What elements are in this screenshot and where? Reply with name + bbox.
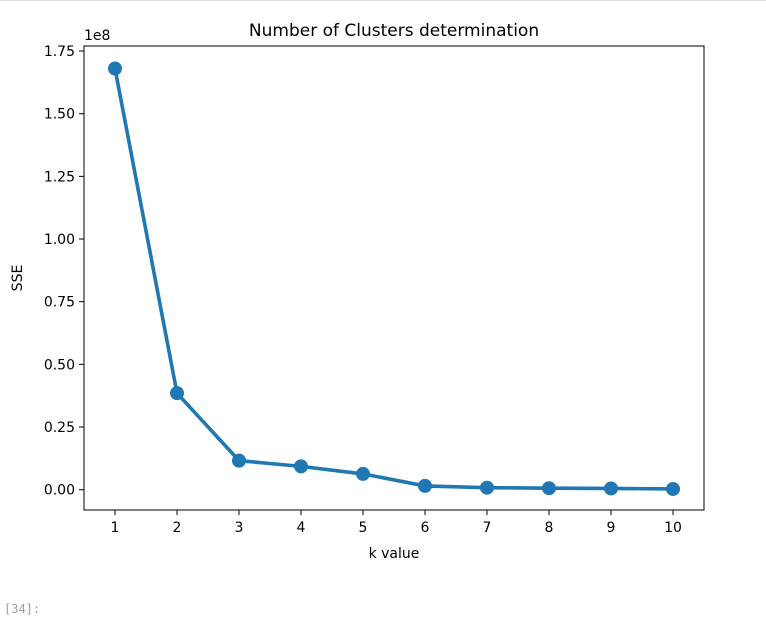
x-axis-label: k value bbox=[369, 546, 420, 562]
plot-frame bbox=[83, 45, 705, 511]
x-tick-label: 5 bbox=[359, 520, 368, 536]
y-tick-label: 0.50 bbox=[44, 357, 75, 373]
y-offset-label: 1e8 bbox=[84, 28, 110, 44]
x-tick-label: 9 bbox=[607, 520, 616, 536]
y-tick-label: 0.25 bbox=[44, 420, 75, 436]
x-ticks: 1 2 3 4 5 6 7 8 9 10 bbox=[111, 510, 682, 536]
x-tick-label: 2 bbox=[173, 520, 182, 536]
chart-title: Number of Clusters determination bbox=[249, 21, 539, 41]
cell-top-border bbox=[0, 0, 766, 1]
x-tick-label: 4 bbox=[297, 520, 306, 536]
y-axis-label: SSE bbox=[10, 265, 26, 292]
y-tick-label: 1.25 bbox=[44, 169, 75, 185]
data-point bbox=[232, 453, 246, 468]
data-point bbox=[604, 481, 618, 496]
x-tick-label: 1 bbox=[111, 520, 120, 536]
data-point bbox=[480, 480, 494, 495]
y-ticks: 0.00 0.25 0.50 0.75 1.00 1.25 1.50 1.75 bbox=[44, 44, 84, 499]
axes: 0.00 0.25 0.50 0.75 1.00 1.25 1.50 1.75 1 2 3 4 5 6 7… bbox=[44, 44, 705, 536]
data-point bbox=[542, 481, 556, 496]
y-tick-label: 1.00 bbox=[44, 232, 75, 248]
y-tick-label: 1.75 bbox=[44, 44, 75, 60]
x-tick-label: 10 bbox=[664, 520, 682, 536]
y-tick-label: 1.50 bbox=[44, 107, 75, 123]
x-tick-label: 3 bbox=[235, 520, 244, 536]
data-point bbox=[294, 459, 308, 474]
y-tick-label: 0.75 bbox=[44, 295, 75, 311]
data-point bbox=[418, 478, 432, 493]
cell-prompt: [34]: bbox=[4, 602, 41, 616]
data-point bbox=[108, 61, 122, 76]
series-line bbox=[113, 68, 674, 491]
series bbox=[108, 61, 680, 496]
y-tick-label: 0.00 bbox=[44, 483, 75, 499]
data-point bbox=[356, 466, 370, 481]
data-point bbox=[666, 481, 680, 496]
x-tick-label: 8 bbox=[545, 520, 554, 536]
data-point bbox=[170, 386, 184, 401]
x-tick-label: 6 bbox=[421, 520, 430, 536]
x-tick-label: 7 bbox=[483, 520, 492, 536]
